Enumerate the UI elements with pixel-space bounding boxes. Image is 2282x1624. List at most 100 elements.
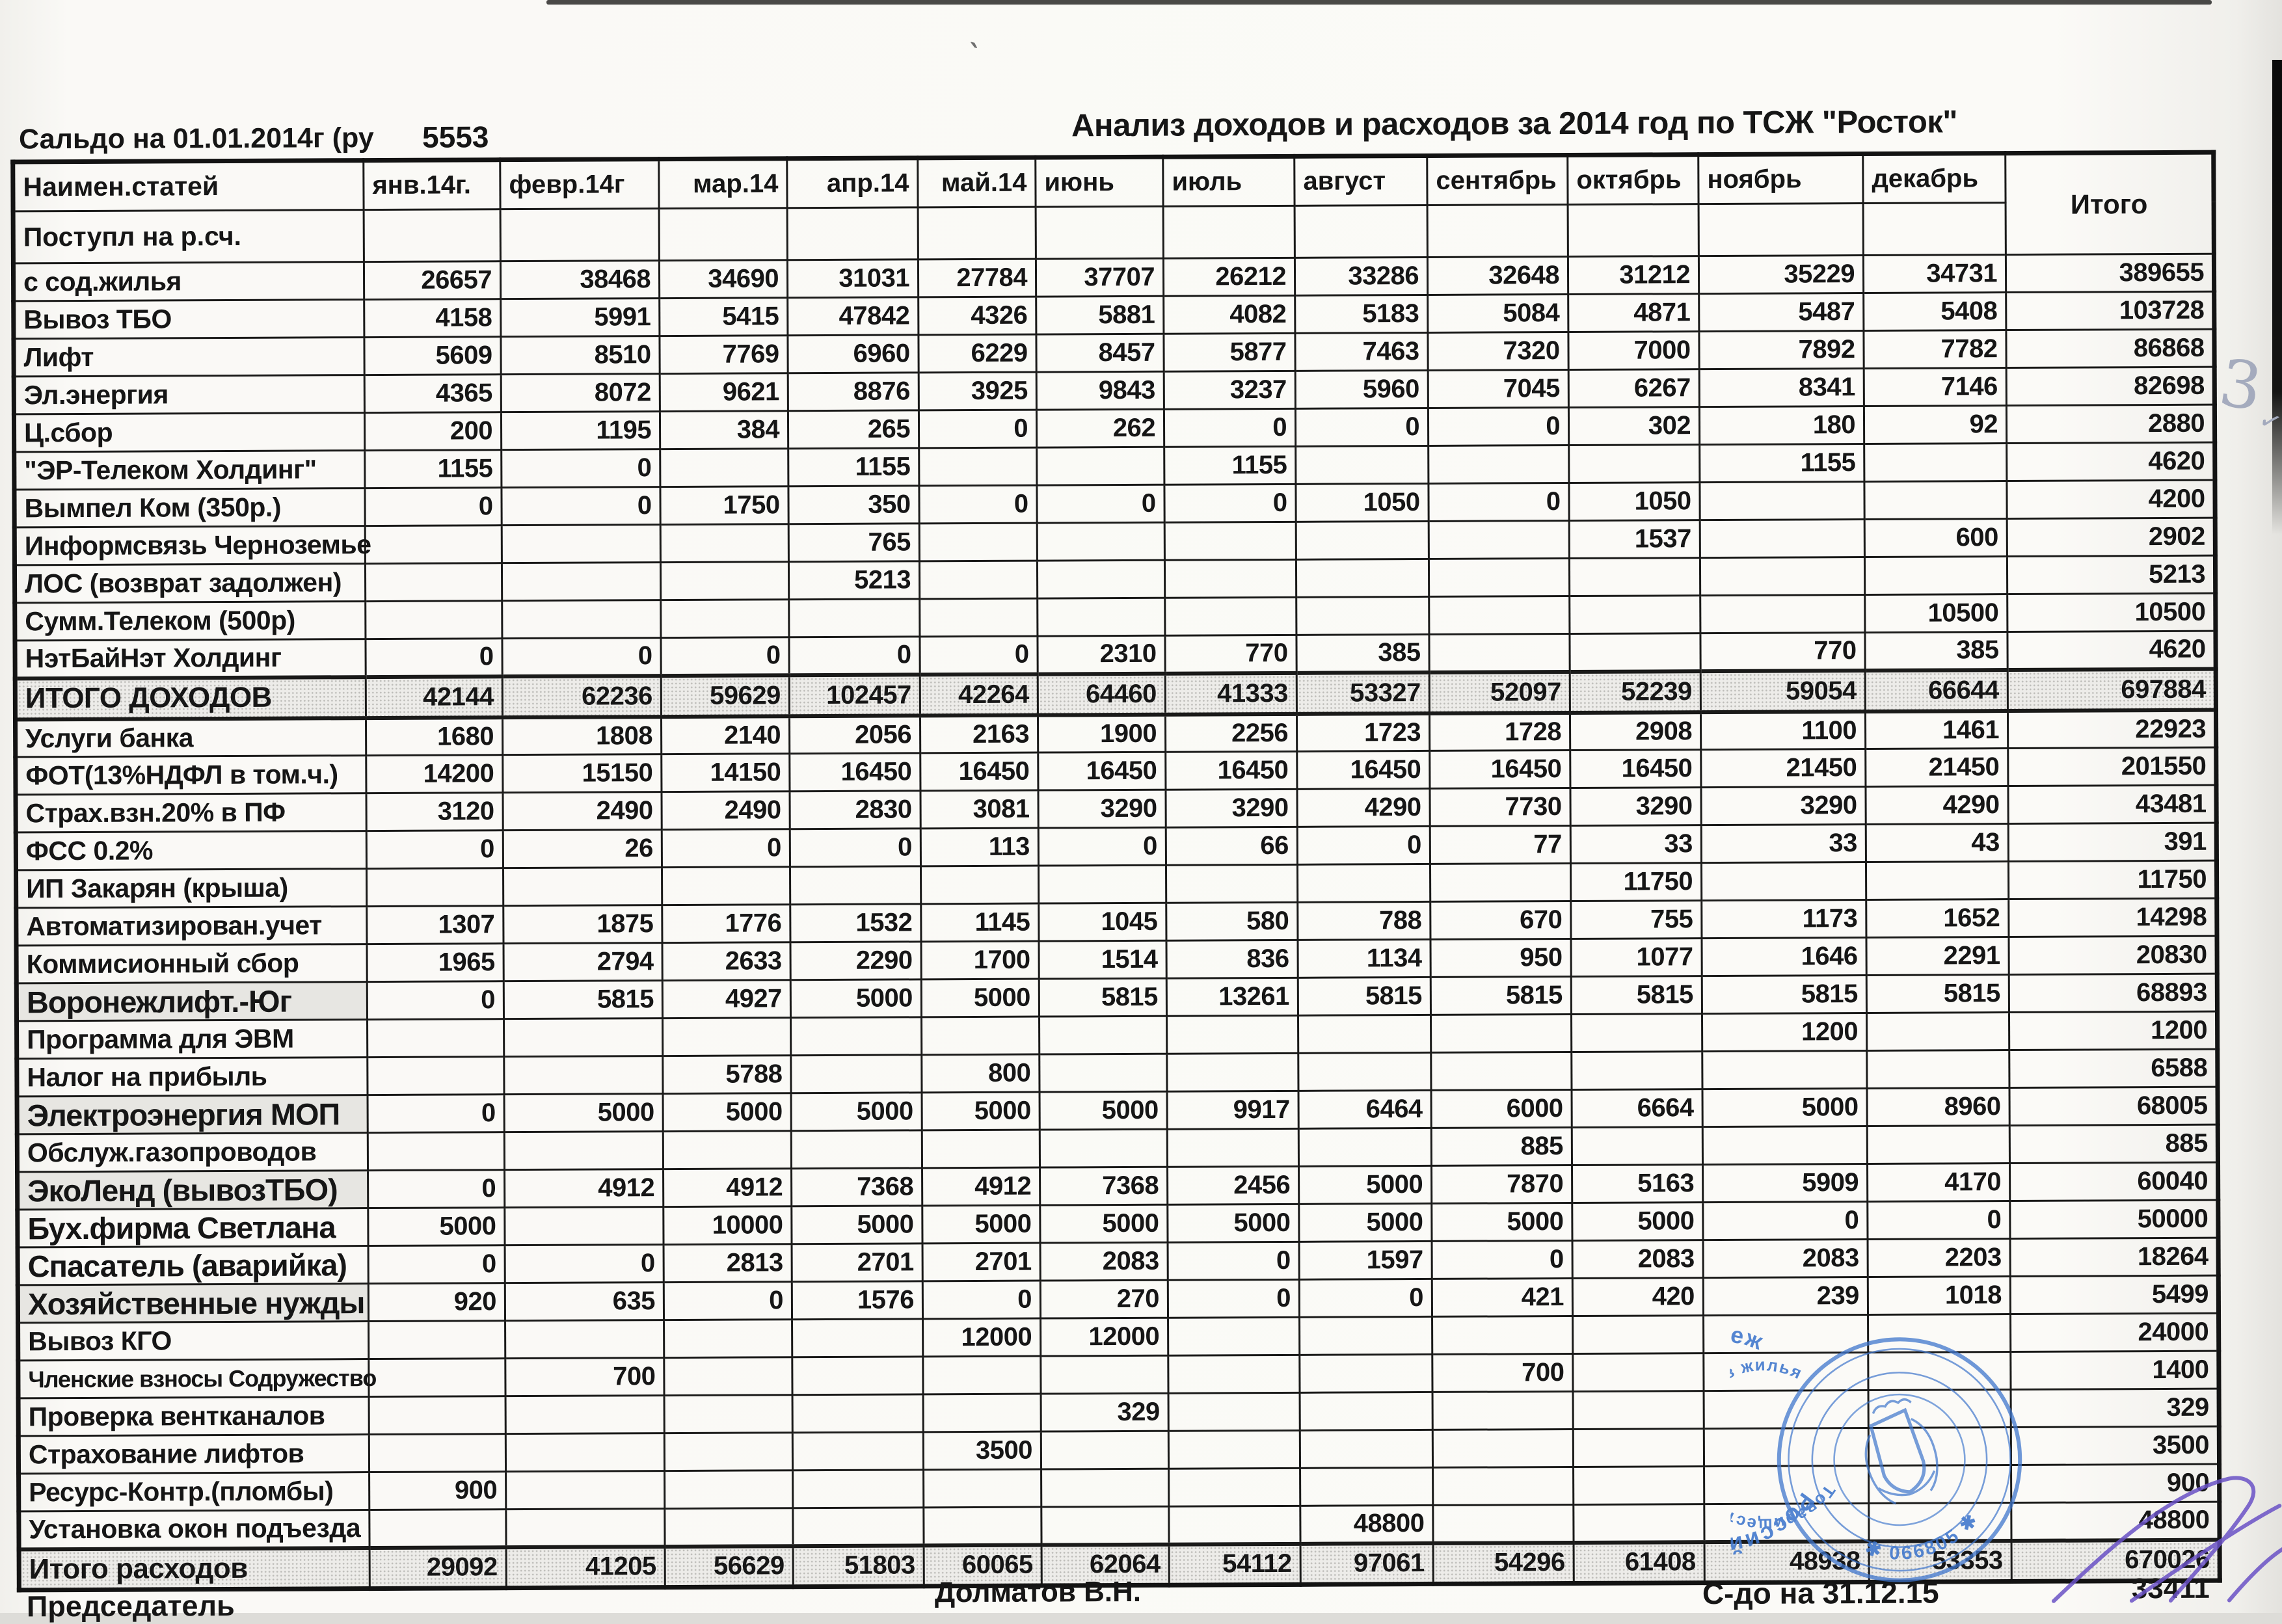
- month-value-cell: 53327: [1296, 672, 1430, 714]
- month-value-cell: 8510: [500, 336, 660, 375]
- month-value-cell: 7730: [1429, 788, 1571, 827]
- month-value-cell: 1680: [366, 717, 503, 756]
- month-value-cell: [664, 1319, 792, 1358]
- month-value-cell: [1701, 862, 1866, 901]
- row-label: Спасатель (аварийка): [18, 1245, 369, 1285]
- month-value-cell: [792, 1394, 924, 1433]
- month-value-cell: 0: [1038, 827, 1166, 866]
- month-value-cell: [790, 866, 921, 905]
- month-value-cell: 4290: [1296, 788, 1430, 827]
- month-value-cell: 26212: [1163, 258, 1295, 297]
- row-total-cell: 201550: [2007, 747, 2216, 786]
- month-value-cell: 7892: [1698, 330, 1864, 369]
- subheader-empty-cell: [918, 207, 1036, 260]
- month-value-cell: 5000: [791, 1092, 922, 1131]
- month-value-cell: 950: [1430, 938, 1572, 978]
- month-value-cell: 5815: [1430, 976, 1572, 1015]
- month-value-cell: 1155: [788, 447, 919, 486]
- month-value-cell: [791, 1130, 922, 1169]
- column-header-month-1: янв.14г.: [363, 159, 501, 210]
- month-value-cell: [920, 866, 1039, 904]
- month-value-cell: [1430, 1052, 1572, 1091]
- month-value-cell: [923, 1507, 1042, 1545]
- month-value-cell: 421: [1432, 1278, 1573, 1317]
- month-value-cell: 384: [660, 410, 788, 449]
- month-value-cell: [1168, 1355, 1300, 1394]
- month-value-cell: [1168, 1392, 1300, 1431]
- month-value-cell: 0: [1297, 826, 1430, 865]
- row-label: Установка окон подъезда: [18, 1510, 370, 1549]
- pen-tick-mark: `: [963, 36, 981, 72]
- subheader-empty-cell: [1698, 203, 1864, 256]
- month-value-cell: 0: [501, 486, 661, 526]
- month-value-cell: 5815: [1702, 975, 1867, 1014]
- month-value-cell: [1573, 1504, 1705, 1543]
- row-label: Вывоз КГО: [18, 1321, 369, 1361]
- month-value-cell: 580: [1166, 902, 1298, 941]
- row-total-cell: 2880: [2006, 405, 2215, 444]
- month-value-cell: 385: [1296, 634, 1430, 673]
- month-value-cell: 1018: [1868, 1276, 2011, 1315]
- month-value-cell: 670: [1430, 901, 1571, 940]
- month-value-cell: 26657: [364, 261, 501, 300]
- month-value-cell: [1866, 1050, 2009, 1089]
- month-value-cell: 1514: [1038, 940, 1167, 979]
- month-value-cell: 350: [788, 485, 920, 524]
- month-value-cell: [1297, 864, 1430, 903]
- month-value-cell: [1700, 519, 1865, 558]
- month-value-cell: 6229: [918, 334, 1037, 373]
- month-value-cell: 1532: [790, 903, 921, 942]
- column-header-month-10: октябрь: [1567, 154, 1699, 205]
- column-header-month-4: апр.14: [786, 157, 919, 208]
- month-value-cell: [505, 1508, 665, 1547]
- month-value-cell: 5000: [504, 1093, 664, 1132]
- month-value-cell: [1037, 522, 1165, 561]
- month-value-cell: [502, 524, 661, 563]
- month-value-cell: 4912: [504, 1169, 664, 1208]
- month-value-cell: 239: [1703, 1277, 1868, 1316]
- column-header-month-2: февр.14г: [500, 159, 660, 209]
- month-value-cell: [1432, 1316, 1573, 1355]
- month-value-cell: 56629: [665, 1545, 794, 1588]
- month-value-cell: [1573, 1428, 1704, 1467]
- month-value-cell: 4290: [1865, 786, 2009, 825]
- month-value-cell: [1569, 633, 1701, 672]
- month-value-cell: [1041, 1506, 1170, 1545]
- month-value-cell: 836: [1166, 940, 1298, 979]
- month-value-cell: 0: [501, 449, 660, 488]
- month-value-cell: 0: [919, 410, 1037, 448]
- month-value-cell: [365, 563, 502, 602]
- month-value-cell: 15150: [502, 754, 662, 793]
- month-value-cell: 180: [1699, 406, 1864, 445]
- month-value-cell: 113: [920, 828, 1039, 866]
- month-value-cell: 755: [1570, 900, 1702, 939]
- row-total-cell: 697884: [2007, 669, 2216, 711]
- month-value-cell: [790, 1054, 922, 1093]
- month-value-cell: [1300, 1392, 1433, 1431]
- month-value-cell: 32648: [1427, 256, 1568, 295]
- month-value-cell: 12000: [922, 1318, 1041, 1357]
- month-value-cell: [1166, 1053, 1299, 1092]
- month-value-cell: [1040, 1355, 1169, 1394]
- month-value-cell: 0: [1299, 1279, 1432, 1318]
- row-label: Программа для ЭВМ: [16, 1019, 368, 1059]
- month-value-cell: [1571, 1013, 1702, 1052]
- month-value-cell: 66: [1166, 827, 1298, 866]
- month-value-cell: [1572, 1353, 1704, 1392]
- month-value-cell: 5000: [790, 979, 922, 1018]
- month-value-cell: 2290: [790, 941, 922, 980]
- month-value-cell: 51803: [793, 1545, 924, 1587]
- month-value-cell: 16450: [1570, 749, 1701, 788]
- month-value-cell: 3290: [1570, 787, 1702, 826]
- month-value-cell: 1077: [1570, 938, 1702, 977]
- month-value-cell: 1900: [1038, 714, 1166, 753]
- month-value-cell: [503, 1056, 664, 1095]
- month-value-cell: 7146: [1864, 367, 2007, 406]
- month-value-cell: [664, 1508, 794, 1547]
- row-label: Бух.фирма Светлана: [17, 1208, 369, 1247]
- month-value-cell: 0: [922, 1281, 1041, 1319]
- month-value-cell: 14200: [366, 754, 503, 793]
- month-value-cell: [369, 1433, 506, 1472]
- month-value-cell: [1168, 1430, 1300, 1469]
- month-value-cell: 35229: [1698, 255, 1864, 294]
